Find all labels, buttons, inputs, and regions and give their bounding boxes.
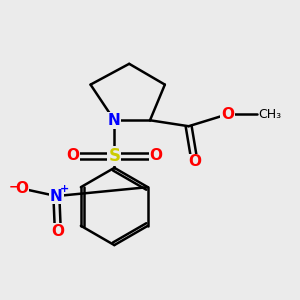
Text: O: O: [149, 148, 162, 164]
Text: O: O: [188, 154, 201, 169]
Text: O: O: [66, 148, 79, 164]
Text: −: −: [9, 181, 19, 194]
Text: O: O: [221, 107, 234, 122]
Text: S: S: [108, 147, 120, 165]
Text: O: O: [16, 181, 29, 196]
Text: +: +: [60, 184, 69, 194]
Text: O: O: [51, 224, 64, 239]
Text: CH₃: CH₃: [259, 108, 282, 121]
Text: N: N: [50, 189, 63, 204]
Text: N: N: [108, 113, 121, 128]
